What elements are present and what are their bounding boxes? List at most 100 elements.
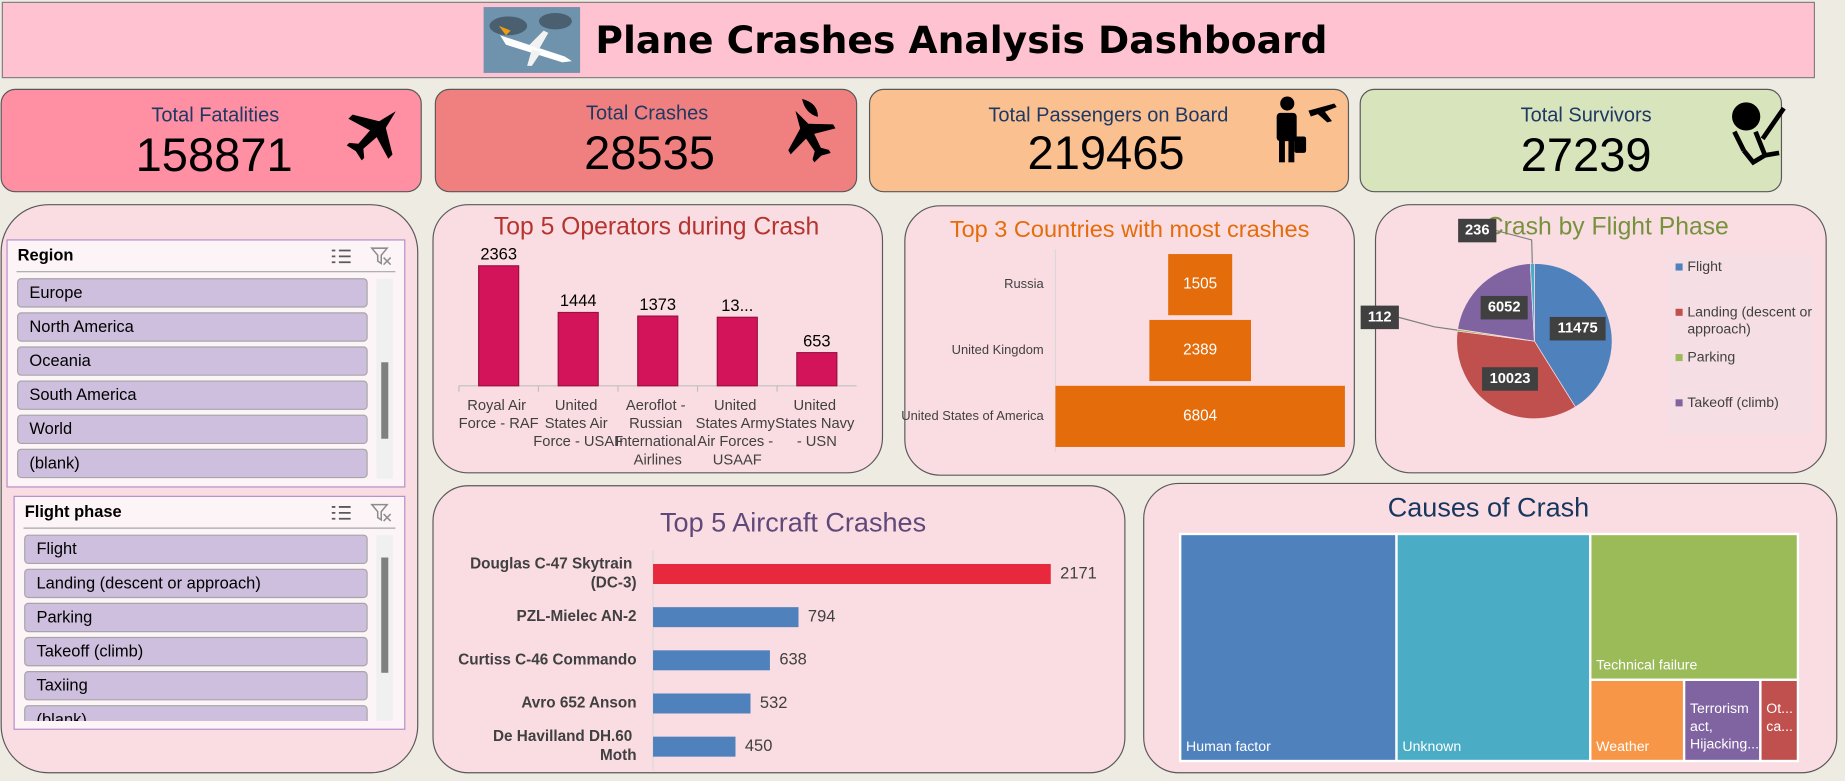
slicer-item[interactable] — [17, 414, 368, 445]
y-tick-label: Douglas C-47 Skytrain (DC-3) — [470, 556, 636, 592]
bar — [653, 650, 770, 671]
legend-label: Takeoff (climb) — [1687, 394, 1779, 410]
scrollbar-thumb[interactable] — [381, 362, 389, 439]
label-line: Flight — [1687, 258, 1722, 274]
slicer-list: Flight Landing (descent or approach) Parki… — [24, 534, 368, 734]
slicer-item-label: Taxiing — [36, 677, 87, 695]
data-label-box — [1549, 316, 1606, 341]
label-line: United — [714, 398, 761, 414]
x-tick-label: Royal Air Force - RAF — [459, 398, 539, 432]
label-line: act, — [1690, 718, 1717, 734]
label-line: Moth — [600, 747, 637, 764]
slicer-list: Europe North America Oceania South America W… — [17, 278, 368, 479]
data-label-box — [1360, 305, 1399, 330]
kpi-label: Total Fatalities — [151, 105, 279, 127]
bar — [1149, 319, 1252, 382]
kpi-card — [1359, 88, 1783, 193]
data-label: 1373 — [639, 296, 676, 314]
slicer-item-label: (blank) — [29, 454, 79, 472]
bar — [637, 315, 679, 387]
survivor-head — [1732, 102, 1761, 131]
scrollbar-thumb[interactable] — [381, 557, 389, 673]
fire-shape — [802, 98, 818, 117]
slicer-item[interactable] — [24, 705, 368, 734]
y-tick-label: PZL-Mielec AN-2 — [517, 608, 637, 625]
label-line: - USN — [797, 434, 837, 450]
label-line: Force - USAF — [533, 434, 623, 450]
data-label: 2389 — [1183, 342, 1217, 359]
dashboard-title: Plane Crashes Analysis Dashboard — [595, 18, 1327, 62]
treemap-label: Weather — [1596, 738, 1649, 754]
slicer-item-label: Flight — [36, 540, 77, 558]
slicer-item[interactable] — [17, 278, 368, 308]
slicer-item-label: Takeoff (climb) — [36, 643, 143, 661]
data-label: 2171 — [1060, 564, 1097, 582]
label-line: Landing (descent or — [1687, 303, 1816, 319]
label-line: Aeroflot - — [626, 398, 690, 414]
kpi-icon — [788, 98, 836, 163]
clear-filter-button[interactable] — [370, 247, 392, 266]
chart-title: Crash by Flight Phase — [1486, 214, 1729, 241]
kpi-icon — [1732, 102, 1786, 166]
kpi-card — [0, 88, 422, 193]
slicer-item[interactable] — [17, 448, 368, 479]
kpi-label: Total Crashes — [586, 102, 708, 124]
kpi-value: 28535 — [584, 126, 715, 179]
bar — [1168, 254, 1233, 316]
legend-label: Flight — [1687, 258, 1722, 274]
label-line: Takeoff (climb) — [1687, 394, 1779, 410]
legend-marker — [1675, 308, 1683, 316]
person-leg — [1279, 138, 1285, 163]
data-label: 653 — [803, 332, 830, 350]
icon-fire — [498, 25, 511, 36]
clear-filter-button[interactable] — [370, 503, 392, 522]
slicer-item[interactable] — [17, 380, 368, 410]
plane-shape — [788, 110, 836, 163]
kpi-value: 27239 — [1521, 128, 1652, 181]
slicer-item[interactable] — [17, 312, 368, 342]
slicer-item[interactable] — [24, 534, 368, 564]
data-label: 1505 — [1183, 276, 1217, 293]
label-line: Avro 652 Anson — [521, 695, 636, 712]
label-line: Ot... — [1766, 700, 1797, 716]
data-label: 11475 — [1558, 321, 1598, 337]
bar — [653, 736, 736, 757]
label-line: States Air — [545, 416, 612, 432]
label-line: Force - RAF — [459, 416, 539, 432]
y-tick-label: Russia — [1004, 276, 1044, 291]
header-icon — [483, 7, 581, 73]
label-line: Airlines — [634, 452, 682, 468]
label-line: ca... — [1766, 718, 1793, 734]
data-label: 532 — [760, 694, 787, 712]
multi-select-button[interactable] — [331, 506, 351, 520]
label-line: United — [794, 398, 841, 414]
legend-box — [1667, 254, 1814, 436]
multi-select-button[interactable] — [331, 249, 351, 264]
data-label: 794 — [808, 608, 835, 626]
bar — [796, 352, 838, 387]
slicer-item[interactable] — [17, 346, 368, 376]
kpi-label: Total Survivors — [1521, 105, 1652, 127]
chart-title: Top 5 Operators during Crash — [494, 214, 819, 241]
treemap-cell — [1179, 532, 1398, 763]
x-tick-label: United States Army Air Forces - USAAF — [696, 398, 779, 469]
bar — [653, 693, 751, 714]
slicer-item-label: Landing (descent or approach) — [36, 574, 260, 592]
slicer-item[interactable] — [24, 636, 368, 667]
survivor-body — [1732, 106, 1786, 166]
slicer-item[interactable] — [24, 568, 368, 599]
y-tick-label: Curtiss C-46 Commando — [458, 651, 636, 668]
slicer-item[interactable] — [24, 671, 368, 701]
legend-label: Landing (descent or approach) — [1687, 303, 1816, 336]
legend-marker — [1675, 354, 1683, 362]
treemap-cell — [1759, 678, 1800, 763]
label-line: United — [555, 398, 602, 414]
slicer-title: Flight phase — [25, 503, 122, 521]
label-line: Curtiss C-46 Commando — [458, 651, 636, 668]
label-line: Russian — [629, 416, 686, 432]
slicer-item[interactable] — [24, 602, 368, 633]
slicer-item-label: North America — [29, 318, 134, 336]
kpi-value: 158871 — [136, 128, 293, 181]
slicer-item-label: South America — [29, 386, 137, 404]
